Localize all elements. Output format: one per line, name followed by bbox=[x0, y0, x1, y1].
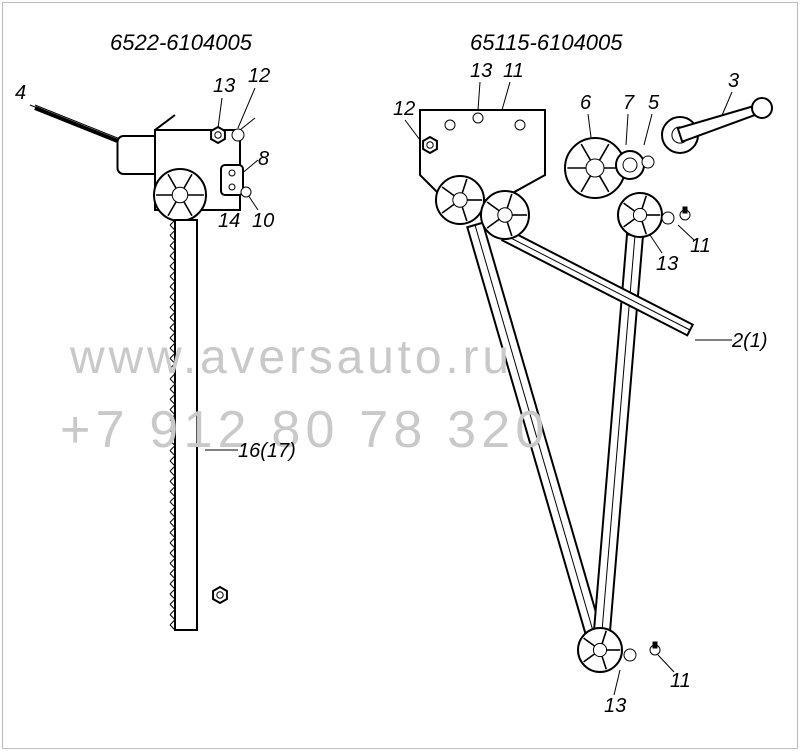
callout-c11c: 11 bbox=[690, 235, 711, 258]
watermark-phone: +7 912 80 78 320 bbox=[60, 400, 549, 460]
callout-c11b: 11 bbox=[503, 60, 524, 83]
callout-c8: 8 bbox=[258, 148, 269, 171]
callout-c13b: 13 bbox=[470, 60, 492, 83]
callout-c13d: 13 bbox=[604, 695, 626, 718]
callout-c14: 14 bbox=[218, 210, 240, 233]
callout-c10: 10 bbox=[252, 210, 274, 233]
callout-c3: 3 bbox=[728, 70, 739, 93]
callout-c1617: 16(17) bbox=[238, 440, 296, 463]
callout-c13c: 13 bbox=[656, 253, 678, 276]
watermark-url: www.aversauto.ru bbox=[70, 330, 513, 385]
callout-c4: 4 bbox=[15, 82, 26, 105]
callout-c11d: 11 bbox=[670, 670, 691, 693]
part-number-right: 65115-6104005 bbox=[470, 30, 623, 56]
part-number-left: 6522-6104005 bbox=[110, 30, 252, 56]
callout-c21: 2(1) bbox=[732, 330, 768, 353]
callout-c13a: 13 bbox=[213, 75, 235, 98]
callout-c12a: 12 bbox=[248, 65, 270, 88]
callout-c6: 6 bbox=[580, 92, 591, 115]
callout-c5: 5 bbox=[648, 92, 659, 115]
callout-c7: 7 bbox=[623, 92, 634, 115]
diagram-canvas: 6522-6104005 65115-6104005 www.aversauto… bbox=[0, 0, 800, 751]
callout-c12b: 12 bbox=[393, 98, 415, 121]
